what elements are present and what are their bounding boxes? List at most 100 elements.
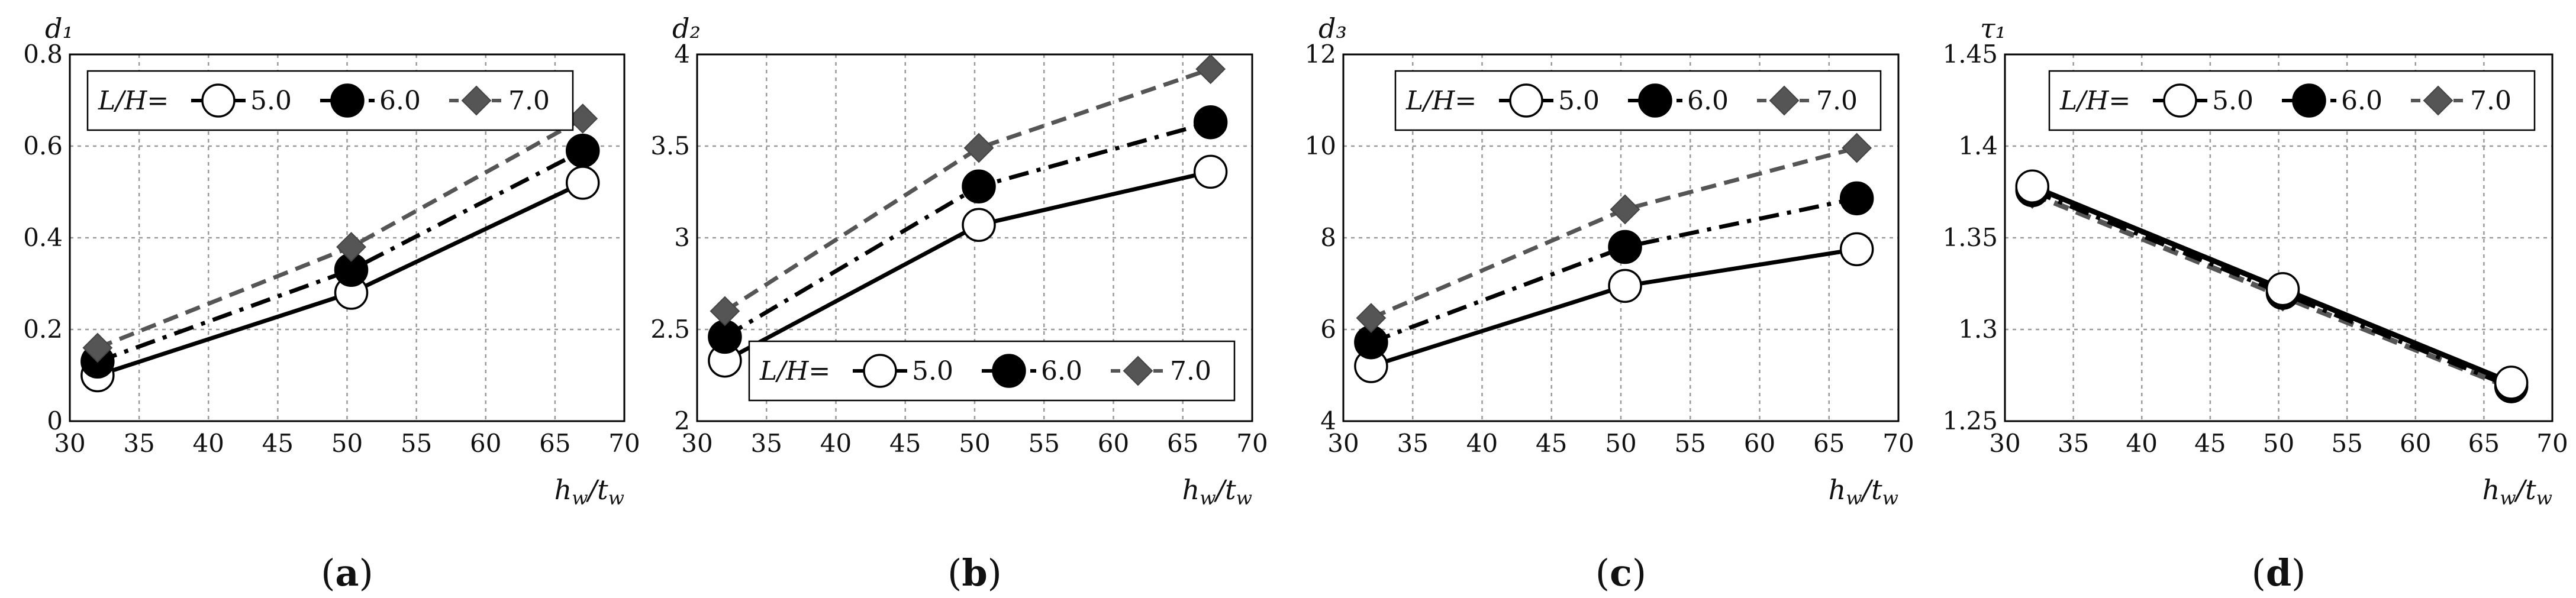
x-tick-label: 40 — [1466, 429, 1498, 458]
legend-label-6.0: 6.0 — [1041, 356, 1082, 386]
legend-marker-5.0 — [1509, 83, 1543, 118]
x-tick-label: 40 — [820, 429, 852, 458]
y-tick-label: 1.35 — [1942, 223, 1998, 252]
legend-label-6.0: 6.0 — [1687, 86, 1729, 116]
panel-letter: a — [335, 551, 359, 594]
y-axis-label: d₂ — [672, 12, 701, 44]
x-tick-label: 65 — [1813, 429, 1845, 458]
panel-letter: d — [2266, 551, 2291, 594]
series-line-6.0 — [1370, 196, 1858, 344]
series-line-7.0 — [724, 67, 1211, 313]
panel-label: (b) — [947, 551, 1002, 594]
legend-label-6.0: 6.0 — [379, 86, 421, 116]
x-tick-label: 70 — [1236, 429, 1268, 458]
legend-prefix: L/H= — [2059, 86, 2130, 116]
panel-letter: b — [962, 551, 987, 594]
x-tick-label: 40 — [193, 429, 224, 458]
plot-frame — [696, 53, 1253, 422]
x-tick-label: 70 — [1882, 429, 1914, 458]
data-point-5.0 — [1193, 154, 1228, 189]
legend-label-6.0: 6.0 — [2341, 86, 2382, 116]
plot-frame — [69, 53, 626, 422]
plot-frame — [2004, 53, 2554, 422]
legend-label-5.0: 5.0 — [250, 86, 292, 116]
x-tick-label: 45 — [2194, 429, 2226, 458]
y-tick-label: 1.25 — [1942, 406, 1998, 435]
x-tick-label: 65 — [2468, 429, 2500, 458]
x-tick-label: 30 — [1327, 429, 1359, 458]
legend-prefix: L/H= — [98, 86, 169, 116]
legend-label-7.0: 7.0 — [508, 86, 550, 116]
series-line-7.0 — [1370, 146, 1858, 320]
legend-prefix: L/H= — [759, 356, 830, 386]
x-tick-label: 60 — [470, 429, 501, 458]
plot-frame — [1342, 53, 1900, 422]
legend: L/H= 5.0 6.0 7.0 — [2048, 70, 2536, 131]
series-line-6.0 — [96, 148, 584, 364]
series-line-5.0 — [1370, 247, 1858, 369]
legend-marker-5.0 — [2163, 83, 2197, 118]
data-point-7.0 — [1195, 54, 1226, 85]
y-tick-label: 3.5 — [650, 131, 690, 160]
y-axis-label: d₃ — [1318, 12, 1347, 44]
legend: L/H= 5.0 6.0 7.0 — [86, 70, 574, 131]
x-tick-label: 45 — [1536, 429, 1567, 458]
legend-marker-6.0 — [992, 354, 1026, 388]
panel-letter: c — [1610, 551, 1632, 594]
legend-prefix: L/H= — [1405, 86, 1476, 116]
panel-label: (a) — [321, 551, 373, 594]
legend-marker-6.0 — [1638, 83, 1672, 118]
panel-label: (d) — [2252, 551, 2306, 594]
y-tick-label: 3 — [674, 223, 690, 252]
legend-marker-6.0 — [330, 83, 365, 118]
series-line-7.0 — [96, 117, 584, 350]
data-point-6.0 — [565, 134, 600, 168]
x-tick-label: 30 — [1989, 429, 2020, 458]
panel-label: (c) — [1595, 551, 1646, 594]
y-tick-label: 2.5 — [650, 315, 690, 344]
x-tick-label: 65 — [1167, 429, 1198, 458]
y-tick-label: 0.4 — [23, 223, 63, 252]
data-point-7.0 — [963, 132, 994, 163]
data-point-7.0 — [1610, 194, 1640, 225]
x-tick-label: 45 — [262, 429, 294, 458]
x-tick-label: 50 — [959, 429, 990, 458]
legend-label-5.0: 5.0 — [2212, 86, 2253, 116]
y-tick-label: 0.8 — [23, 40, 63, 69]
x-tick-label: 55 — [401, 429, 432, 458]
x-tick-label: 35 — [2058, 429, 2089, 458]
legend-label-7.0: 7.0 — [1170, 356, 1211, 386]
legend-marker-7.0 — [461, 85, 492, 116]
series-line-6.0 — [2031, 188, 2513, 389]
data-point-7.0 — [1356, 303, 1387, 334]
data-point-5.0 — [1608, 269, 1642, 303]
x-tick-label: 60 — [1744, 429, 1775, 458]
data-point-5.0 — [1839, 232, 1874, 267]
x-tick-label: 70 — [2536, 429, 2568, 458]
x-tick-label: 55 — [2331, 429, 2362, 458]
data-point-7.0 — [336, 232, 366, 262]
legend-marker-7.0 — [1769, 85, 1800, 116]
data-point-6.0 — [1193, 105, 1228, 140]
data-point-7.0 — [1842, 132, 1872, 163]
y-tick-label: 0.2 — [23, 315, 63, 344]
data-point-7.0 — [82, 332, 113, 363]
y-axis-label: d₁ — [45, 12, 73, 44]
data-point-5.0 — [2265, 272, 2300, 306]
y-tick-label: 0 — [47, 406, 63, 435]
data-point-7.0 — [710, 296, 740, 327]
y-axis-label: τ₁ — [1980, 12, 2006, 44]
chart-panel-b: 30 35 40 45 50 55 60 65 70 2 2.5 3 3.5 4d₂ hw/tw (b) L/H… — [650, 12, 1268, 594]
x-tick-label: 60 — [2400, 429, 2431, 458]
x-tick-label: 55 — [1675, 429, 1706, 458]
x-tick-label: 50 — [331, 429, 363, 458]
x-tick-label: 65 — [539, 429, 570, 458]
legend-label-5.0: 5.0 — [912, 356, 953, 386]
x-tick-label: 60 — [1098, 429, 1129, 458]
x-tick-label: 55 — [1029, 429, 1060, 458]
x-tick-label: 45 — [889, 429, 921, 458]
data-point-5.0 — [2015, 169, 2049, 203]
legend-marker-7.0 — [1123, 355, 1153, 386]
data-point-5.0 — [2494, 366, 2529, 400]
